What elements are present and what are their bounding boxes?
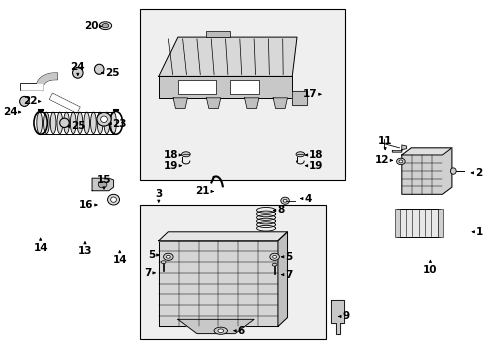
Text: 24: 24 bbox=[70, 62, 85, 72]
Ellipse shape bbox=[63, 112, 69, 134]
Ellipse shape bbox=[214, 327, 227, 334]
Text: 23: 23 bbox=[112, 118, 127, 129]
Ellipse shape bbox=[50, 112, 56, 134]
Ellipse shape bbox=[104, 112, 109, 134]
Ellipse shape bbox=[272, 255, 276, 258]
Text: 1: 1 bbox=[475, 227, 482, 237]
Text: 12: 12 bbox=[374, 156, 388, 165]
Ellipse shape bbox=[99, 22, 111, 30]
Text: 4: 4 bbox=[304, 194, 311, 203]
Bar bbox=[206, 31, 230, 37]
Bar bbox=[396, 208, 439, 237]
Ellipse shape bbox=[280, 197, 289, 204]
Text: 19: 19 bbox=[308, 161, 323, 171]
Ellipse shape bbox=[107, 194, 119, 205]
Text: 17: 17 bbox=[302, 89, 317, 99]
Ellipse shape bbox=[166, 255, 170, 258]
Polygon shape bbox=[292, 91, 306, 105]
Polygon shape bbox=[178, 319, 254, 334]
Ellipse shape bbox=[101, 116, 107, 122]
Polygon shape bbox=[391, 145, 406, 152]
Text: 25: 25 bbox=[70, 121, 85, 131]
Ellipse shape bbox=[70, 112, 76, 134]
Ellipse shape bbox=[449, 168, 455, 174]
Polygon shape bbox=[401, 148, 451, 194]
Ellipse shape bbox=[163, 253, 173, 260]
Bar bbox=[437, 208, 443, 237]
Polygon shape bbox=[277, 232, 287, 327]
Text: 14: 14 bbox=[112, 255, 127, 265]
Bar bbox=[140, 9, 344, 180]
Text: 7: 7 bbox=[285, 270, 292, 280]
Ellipse shape bbox=[98, 181, 107, 188]
Ellipse shape bbox=[398, 160, 402, 163]
Polygon shape bbox=[331, 300, 343, 334]
Text: 21: 21 bbox=[195, 186, 209, 197]
Polygon shape bbox=[244, 98, 258, 109]
Text: 7: 7 bbox=[144, 268, 151, 278]
Ellipse shape bbox=[20, 96, 29, 107]
Ellipse shape bbox=[182, 152, 190, 157]
Text: 18: 18 bbox=[163, 150, 178, 160]
Ellipse shape bbox=[218, 329, 223, 333]
Text: 19: 19 bbox=[163, 161, 178, 171]
Ellipse shape bbox=[161, 261, 165, 264]
Text: 5: 5 bbox=[285, 252, 292, 262]
Bar bbox=[230, 80, 258, 94]
Ellipse shape bbox=[77, 112, 82, 134]
Polygon shape bbox=[159, 76, 292, 98]
Text: 9: 9 bbox=[342, 311, 349, 321]
Ellipse shape bbox=[269, 253, 279, 260]
Polygon shape bbox=[206, 98, 220, 109]
Text: 11: 11 bbox=[377, 136, 391, 146]
Ellipse shape bbox=[396, 158, 405, 165]
Text: 20: 20 bbox=[83, 21, 98, 31]
Text: 14: 14 bbox=[33, 243, 48, 252]
Ellipse shape bbox=[272, 263, 276, 266]
Text: 8: 8 bbox=[276, 205, 284, 215]
Text: 24: 24 bbox=[2, 107, 17, 117]
Ellipse shape bbox=[97, 112, 111, 126]
Ellipse shape bbox=[37, 112, 42, 134]
Text: 6: 6 bbox=[237, 326, 244, 336]
Ellipse shape bbox=[43, 112, 49, 134]
Text: 16: 16 bbox=[79, 200, 93, 210]
Polygon shape bbox=[173, 98, 187, 109]
Text: 3: 3 bbox=[155, 189, 162, 199]
Polygon shape bbox=[159, 37, 296, 76]
Ellipse shape bbox=[283, 199, 286, 202]
Text: 2: 2 bbox=[474, 168, 481, 178]
Polygon shape bbox=[92, 178, 113, 191]
Polygon shape bbox=[159, 241, 277, 327]
Ellipse shape bbox=[102, 23, 108, 28]
Text: 22: 22 bbox=[23, 96, 37, 107]
Ellipse shape bbox=[97, 112, 103, 134]
Ellipse shape bbox=[110, 112, 116, 134]
Polygon shape bbox=[273, 98, 287, 109]
Ellipse shape bbox=[90, 112, 96, 134]
Ellipse shape bbox=[295, 152, 304, 157]
Bar bbox=[140, 205, 325, 339]
Bar bbox=[394, 208, 400, 237]
Ellipse shape bbox=[72, 67, 83, 78]
Text: 18: 18 bbox=[308, 150, 323, 160]
Bar bbox=[178, 80, 216, 94]
Ellipse shape bbox=[110, 197, 116, 202]
Text: 15: 15 bbox=[97, 175, 111, 185]
Text: 13: 13 bbox=[78, 246, 92, 256]
Text: 25: 25 bbox=[105, 68, 119, 78]
Ellipse shape bbox=[83, 112, 89, 134]
Text: 10: 10 bbox=[422, 265, 437, 275]
Polygon shape bbox=[159, 232, 287, 241]
Text: 5: 5 bbox=[148, 250, 155, 260]
Ellipse shape bbox=[60, 118, 69, 127]
Ellipse shape bbox=[57, 112, 62, 134]
Polygon shape bbox=[401, 148, 451, 155]
Ellipse shape bbox=[94, 64, 104, 74]
